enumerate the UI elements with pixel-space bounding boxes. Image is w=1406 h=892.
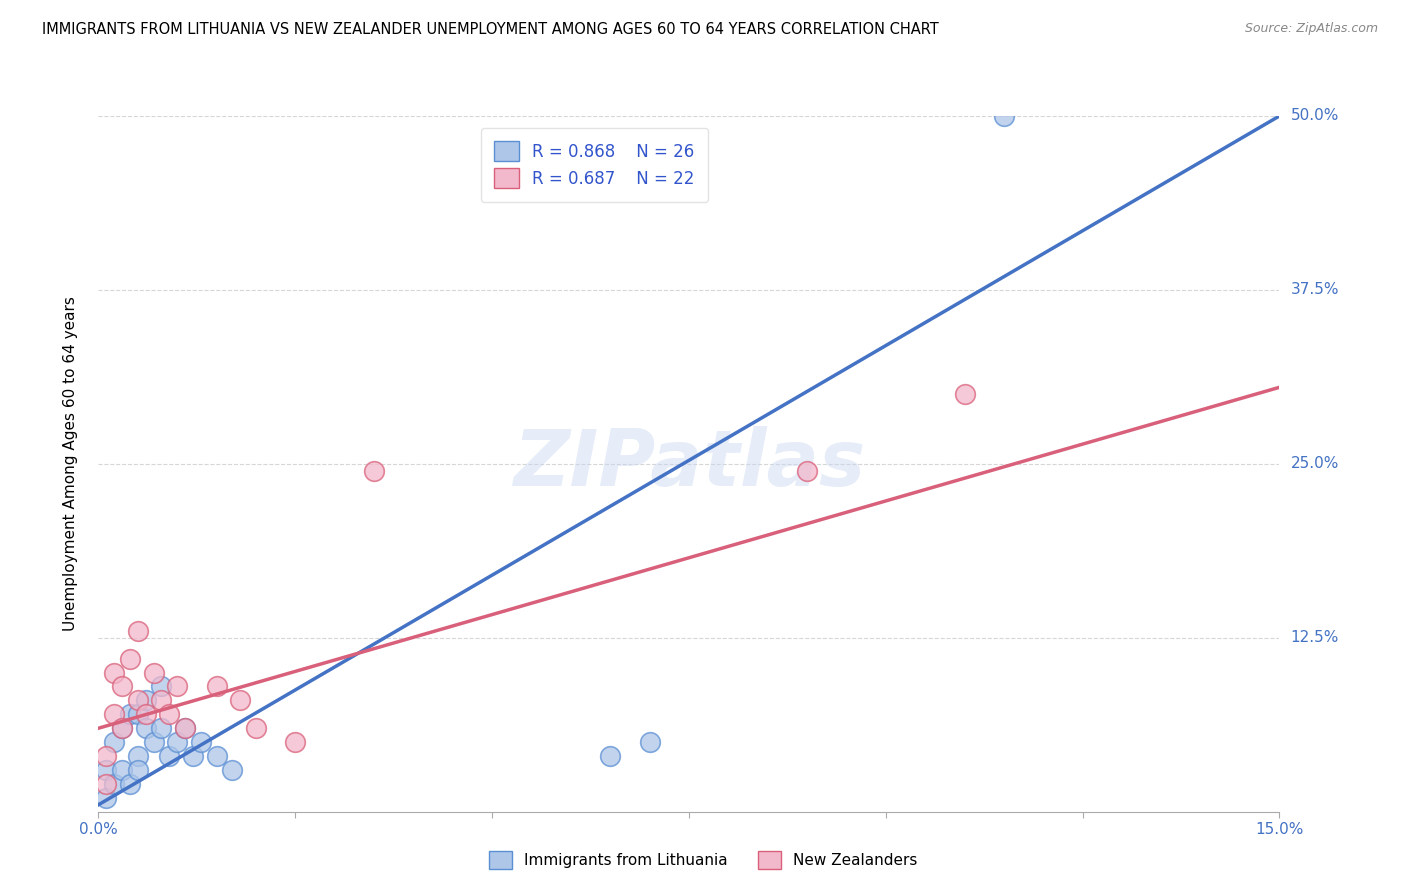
Point <box>993 109 1015 123</box>
Point <box>111 721 134 735</box>
Point <box>638 735 661 749</box>
Point <box>205 749 228 764</box>
Point <box>111 680 134 694</box>
Point <box>135 721 157 735</box>
Point <box>118 777 141 791</box>
Point <box>190 735 212 749</box>
Point <box>181 749 204 764</box>
Point <box>96 777 118 791</box>
Text: Source: ZipAtlas.com: Source: ZipAtlas.com <box>1244 22 1378 36</box>
Point <box>599 749 621 764</box>
Point <box>96 763 118 777</box>
Point <box>103 707 125 722</box>
Point <box>150 693 173 707</box>
Point <box>96 790 118 805</box>
Point <box>135 693 157 707</box>
Point <box>127 693 149 707</box>
Y-axis label: Unemployment Among Ages 60 to 64 years: Unemployment Among Ages 60 to 64 years <box>63 296 77 632</box>
Point <box>118 651 141 665</box>
Point <box>103 777 125 791</box>
Point <box>111 721 134 735</box>
Legend: Immigrants from Lithuania, New Zealanders: Immigrants from Lithuania, New Zealander… <box>482 845 924 875</box>
Point <box>127 707 149 722</box>
Point <box>150 680 173 694</box>
Text: 37.5%: 37.5% <box>1291 283 1339 297</box>
Point <box>118 707 141 722</box>
Point <box>229 693 252 707</box>
Point <box>127 624 149 638</box>
Point <box>142 665 165 680</box>
Point <box>127 749 149 764</box>
Text: 50.0%: 50.0% <box>1291 109 1339 123</box>
Point <box>142 735 165 749</box>
Point <box>157 707 180 722</box>
Text: IMMIGRANTS FROM LITHUANIA VS NEW ZEALANDER UNEMPLOYMENT AMONG AGES 60 TO 64 YEAR: IMMIGRANTS FROM LITHUANIA VS NEW ZEALAND… <box>42 22 939 37</box>
Point <box>166 735 188 749</box>
Point <box>166 680 188 694</box>
Point <box>796 464 818 478</box>
Text: 12.5%: 12.5% <box>1291 631 1339 645</box>
Point <box>363 464 385 478</box>
Point <box>127 763 149 777</box>
Point <box>103 735 125 749</box>
Legend: R = 0.868    N = 26, R = 0.687    N = 22: R = 0.868 N = 26, R = 0.687 N = 22 <box>481 128 709 202</box>
Point <box>205 680 228 694</box>
Point <box>174 721 197 735</box>
Point <box>174 721 197 735</box>
Text: 25.0%: 25.0% <box>1291 457 1339 471</box>
Point <box>221 763 243 777</box>
Point <box>284 735 307 749</box>
Point <box>245 721 267 735</box>
Point <box>96 749 118 764</box>
Point <box>953 387 976 401</box>
Point <box>135 707 157 722</box>
Text: ZIPatlas: ZIPatlas <box>513 425 865 502</box>
Point <box>103 665 125 680</box>
Point <box>157 749 180 764</box>
Point <box>150 721 173 735</box>
Point <box>111 763 134 777</box>
